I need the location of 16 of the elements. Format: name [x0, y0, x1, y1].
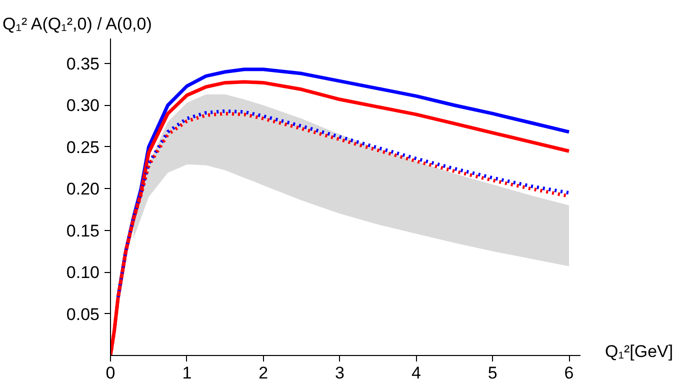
y-tick-label: 0.30	[66, 96, 100, 116]
y-tick-label: 0.20	[66, 180, 100, 199]
x-tick-label: 3	[335, 364, 345, 382]
x-tick-label: 2	[258, 364, 268, 382]
x-tick-label: 0	[106, 364, 116, 382]
x-tick-label: 5	[488, 364, 498, 382]
x-tick-label: 4	[411, 364, 421, 382]
y-axis-title: Q₁² A(Q₁²,0) / A(0,0)	[2, 14, 152, 34]
y-tick-label: 0.35	[66, 54, 100, 74]
x-axis-title: Q₁²[GeV]	[605, 341, 674, 363]
y-tick-label: 0.10	[66, 263, 100, 282]
y-tick-label: 0.15	[66, 221, 100, 240]
x-tick-label: 1	[182, 364, 192, 382]
x-tick-label: 6	[564, 364, 574, 382]
y-tick-label: 0.25	[66, 138, 100, 157]
y-tick-label: 0.05	[66, 304, 100, 324]
